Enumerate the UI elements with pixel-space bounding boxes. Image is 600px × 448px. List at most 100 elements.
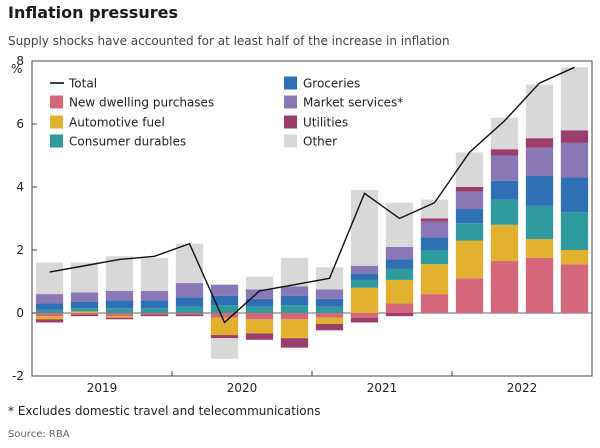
bar-segment [455,223,484,241]
bar-segment [140,308,169,313]
bar-segment [560,142,589,178]
bar-segment [35,319,64,323]
bar-segment [245,276,274,290]
bar-segment [105,256,134,291]
bar-segment [140,290,169,301]
bar-segment [350,265,379,274]
bar-segment [350,287,379,313]
bar-segment [420,199,449,219]
legend-swatch [50,95,63,109]
bar-segment [385,313,414,317]
bar-segment [35,294,64,304]
bar-segment [560,67,589,131]
bar-segment [105,313,134,317]
bar-segment [245,319,274,334]
legend-label: Utilities [303,116,348,130]
bar-segment [210,335,239,339]
bar-segment [525,147,554,176]
bar-segment [455,187,484,192]
legend-label: Automotive fuel [69,116,165,130]
legend-label: New dwelling purchases [69,96,214,110]
bar-segment [175,314,204,317]
total-line [49,66,575,324]
bar-segment [385,202,414,247]
bar-segment [35,316,64,320]
bar-segment [105,290,134,301]
bar-segment [490,117,519,150]
bar-segment [280,319,309,339]
bar-segment [210,338,239,359]
legend-label: Consumer durables [69,135,186,149]
bar-segment [490,199,519,225]
bar-segment [455,191,484,210]
bar-segment [490,155,519,181]
bar-segment [245,298,274,307]
bar-segment [350,279,379,288]
bar-segment [70,314,99,317]
bar-segment [385,279,414,304]
bar-segment [420,264,449,295]
bar-segment [315,317,344,325]
y-tick-label: 0 [16,306,24,320]
bar-segment [560,264,589,313]
bar-segment [175,283,204,298]
bar-segment [560,130,589,143]
bar-segment [70,311,99,313]
bar-segment [175,306,204,313]
legend-swatch [284,76,297,90]
legend-swatch [284,115,297,129]
bar-segment [490,180,519,200]
bar-segment [420,294,449,313]
bar-segment [560,250,589,265]
legend-label: Total [68,77,97,91]
y-tick-label: 6 [16,117,24,131]
bar-segment [140,300,169,309]
bar-segment [455,152,484,187]
y-axis-unit: % [11,62,22,76]
bar-segment [70,301,99,309]
bar-segment [525,175,554,206]
bar-segment [210,313,239,318]
bar-segment [280,286,309,296]
bar-segment [70,292,99,302]
legend-swatch [284,134,297,148]
bar-segment [350,273,379,280]
x-year-label: 2022 [507,381,538,395]
bar-segment [420,250,449,265]
bar-segment [280,257,309,287]
bar-segment [280,313,309,320]
source-note: Source: RBA [8,429,70,440]
bar-segment [245,306,274,313]
bar-segment [490,261,519,313]
bar-segment [350,317,379,323]
bar-segment [455,278,484,313]
bar-segment [385,259,414,269]
bar-segment [105,317,134,320]
bar-segment [35,262,64,295]
bar-segment [455,209,484,224]
bar-segment [35,313,64,317]
y-tick-label: 4 [16,180,24,194]
footnote: * Excludes domestic travel and telecommu… [8,404,321,418]
bar-segment [525,238,554,258]
bar-segment [315,289,344,299]
bar-segment [315,306,344,313]
bar-segment [420,237,449,250]
bar-segment [105,316,134,318]
legend-label: Market services* [303,96,403,110]
bar-segment [560,212,589,250]
legend-swatch [50,134,63,148]
bar-segment [525,138,554,148]
y-tick-label: 8 [16,54,24,68]
bar-segment [210,317,239,336]
legend-swatch [50,115,63,129]
bar-segment [140,257,169,291]
chart-title: Inflation pressures [8,3,178,22]
legend-swatch [284,95,297,109]
x-year-label: 2021 [367,381,398,395]
bar-segment [385,268,414,280]
bar-segment [210,295,239,306]
bar-segment [420,218,449,222]
bar-segment [315,313,344,318]
